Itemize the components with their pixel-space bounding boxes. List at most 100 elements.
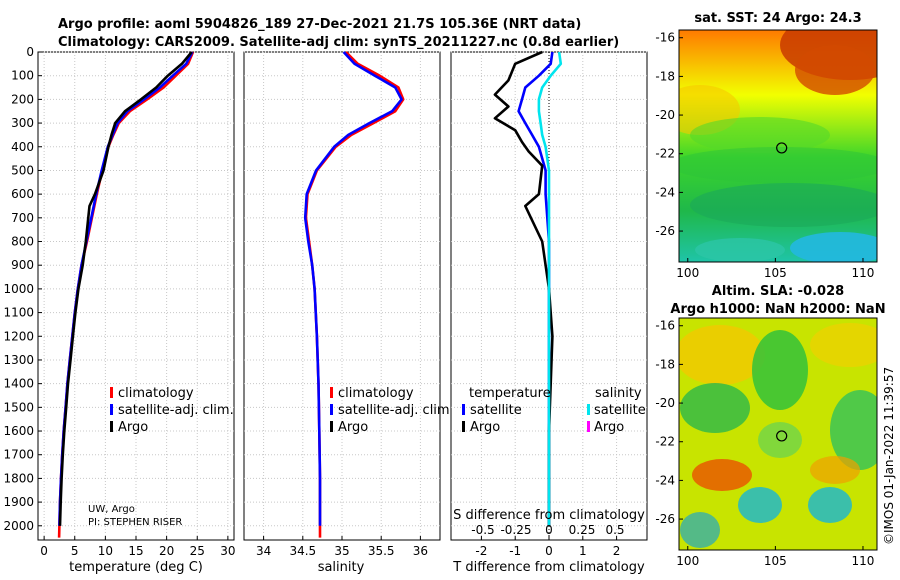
temperature-ytick-label: 1900 [3,495,34,509]
s-tick-5: 0.5 [605,523,624,537]
sst-lon-label: 110 [852,266,875,280]
legend-temperature-title: temperature [469,386,551,401]
salinity-legend: climatology satellite-adj. clim. Argo [330,386,454,435]
temperature-ytick-label: 1800 [3,471,34,485]
sst-lat-label: -26 [655,224,675,238]
legend-t-argo: Argo [470,420,500,435]
temperature-ytick-label: 100 [11,69,34,83]
sst-lon-label: 105 [764,266,787,280]
temperature-xtick-label: 5 [71,544,79,558]
sst-lat-label: -24 [655,185,675,199]
temperature-ytick-label: 1500 [3,400,34,414]
sla-lat-label: -22 [655,435,675,449]
temperature-ytick-label: 1400 [3,377,34,391]
sla-map-title: Altim. SLA: -0.028 [712,284,844,299]
temperature-ytick-label: 800 [11,235,34,249]
sst-map: sat. SST: 24 Argo: 24.3 100 105 110 -16 -18 -… [655,11,878,280]
legend-s-satellite: satellite [594,403,646,418]
temperature-ytick-label: 600 [11,187,34,201]
s-tick-3: 0 [545,523,553,537]
temperature-ytick-label: 900 [11,258,34,272]
credit: ©IMOS 01-Jan-2022 11:39:57 [882,367,896,545]
sla-map: Altim. SLA: -0.028 Argo h1000: NaN h2000… [655,284,885,568]
temperature-ytick-label: 1100 [3,306,34,320]
temperature-ytick-label: 1000 [3,282,34,296]
s-difference-label: S difference from climatology [453,508,645,523]
legend-argo-s: Argo [338,420,368,435]
temperature-xlabel: temperature (deg C) [69,560,203,575]
salinity-xtick-label: 35 [334,544,349,558]
argo-location-marker-sla [776,430,788,442]
sst-lat-label: -20 [655,108,675,122]
sla-lat-label: -20 [655,396,675,410]
temperature-ytick-label: 300 [11,116,34,130]
sla-map-subtitle: Argo h1000: NaN h2000: NaN [670,302,885,317]
difference-xtick-label: -2 [475,544,487,558]
temperature-ytick-label: 1200 [3,329,34,343]
legend-climatology-s: climatology [338,386,414,401]
sla-lon-label: 110 [852,554,875,568]
salinity-xtick-label: 36 [413,544,428,558]
legend-s-argo: Argo [594,420,624,435]
temperature-ytick-label: 0 [26,45,34,59]
temperature-ytick-label: 2000 [3,519,34,533]
temperature-legend: climatology satellite-adj. clim. Argo [110,386,234,435]
s-tick-4: 0.25 [569,523,596,537]
sst-lat-label: -22 [655,147,675,161]
chart-title-line2: Climatology: CARS2009. Satellite-adj cli… [58,35,619,50]
s-tick-2: -0.25 [500,523,531,537]
sst-lat-label: -18 [655,69,675,83]
temperature-ytick-label: 500 [11,163,34,177]
argo-location-marker [776,142,788,154]
difference-panel: -2 -1 0 1 2 T difference from climatology S … [450,50,648,575]
temperature-ytick-label: 700 [11,211,34,225]
temperature-xtick-label: 20 [159,544,174,558]
difference-xtick-label: 0 [545,544,553,558]
legend-t-satellite: satellite [470,403,522,418]
difference-series-s-satellite [537,51,563,526]
salinity-panel: 34 34.5 35 35.5 36 salinity climatology sate… [243,51,454,575]
difference-xtick-label: -1 [509,544,521,558]
sla-lat-label: -26 [655,512,675,526]
temperature-xtick-label: 30 [220,544,235,558]
legend-salinity-title: salinity [595,386,642,401]
difference-xlabel: T difference from climatology [452,560,645,575]
temperature-ytick-label: 1300 [3,353,34,367]
salinity-xtick-label: 34.5 [289,544,316,558]
temperature-panel: 0 5 10 15 20 25 30 0 100 200 300 400 500 600 700 800 90… [3,45,235,575]
temperature-xtick-label: 15 [128,544,143,558]
difference-xtick-label: 1 [579,544,587,558]
sst-lat-label: -16 [655,31,675,45]
temperature-ytick-label: 1600 [3,424,34,438]
salinity-series-satellite-adj-clim- [303,51,403,526]
salinity-xtick-label: 35.5 [368,544,395,558]
sst-lon-label: 100 [676,266,699,280]
legend-satellite-adj: satellite-adj. clim. [118,403,234,418]
temperature-ytick-label: 1700 [3,448,34,462]
pi-annotation-line1: UW, Argo [88,504,135,515]
temperature-xtick-label: 10 [98,544,113,558]
sla-lat-label: -16 [655,319,675,333]
s-tick-1: -0.5 [471,523,494,537]
sst-map-title: sat. SST: 24 Argo: 24.3 [694,11,861,26]
legend-argo: Argo [118,420,148,435]
sla-lat-label: -24 [655,473,675,487]
sla-lon-label: 105 [764,554,787,568]
sla-lat-label: -18 [655,357,675,371]
temperature-xtick-label: 25 [190,544,205,558]
sla-lon-label: 100 [676,554,699,568]
salinity-xlabel: salinity [318,560,365,575]
temperature-xtick-label: 0 [40,544,48,558]
chart-title-line1: Argo profile: aoml 5904826_189 27-Dec-20… [58,17,581,32]
legend-climatology: climatology [118,386,194,401]
temperature-ytick-label: 400 [11,140,34,154]
pi-annotation-line2: PI: STEPHEN RISER [88,517,182,528]
difference-xtick-label: 2 [613,544,621,558]
temperature-ytick-label: 200 [11,92,34,106]
temperature-series-argo [58,51,193,526]
difference-series-t-argo [493,50,554,526]
legend-satellite-adj-s: satellite-adj. clim. [338,403,454,418]
salinity-xtick-label: 34 [256,544,271,558]
difference-legend: temperature salinity satellite Argo sate… [462,386,646,435]
